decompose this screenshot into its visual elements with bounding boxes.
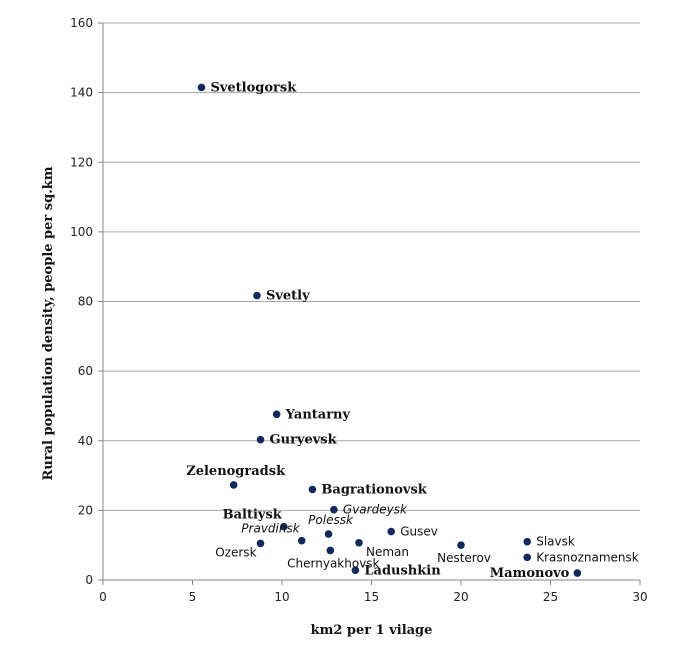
point-label-baltiysk: Baltiysk [223,508,283,523]
point-label-ozersk: Ozersk [215,545,256,559]
y-tick-label: 80 [78,295,93,309]
point-label-chernyakhovsk: Chernyakhovsk [287,556,379,570]
data-point-nesterov [457,541,465,549]
point-label-guryevsk: Guryevsk [270,433,338,448]
point-label-svetly: Svetly [266,289,310,304]
y-tick-label: 60 [78,364,93,378]
data-point-zelenogradsk [229,481,238,489]
data-point-neman [355,538,363,547]
y-tick-label: 160 [70,16,93,30]
point-label-gvardeysk: Gvardeysk [343,503,408,517]
gridlines [103,22,640,511]
data-point-polessk [324,530,333,538]
data-point-svetlogorsk [197,83,206,92]
point-label-slavsk: Slavsk [536,535,575,549]
x-axis-title: km2 per 1 vilage [311,623,433,638]
data-points [197,83,582,577]
point-label-nesterov: Nesterov [437,551,491,565]
data-point-slavsk [523,537,532,546]
x-tick-label: 30 [632,590,647,604]
data-point-mamonovo [573,569,582,577]
data-point-gvardeysk [330,505,338,514]
tick-labels: 0 20 40 60 80 100 120 140 160 0 5 10 15 20 25 30 [70,16,648,604]
data-point-baltiysk [279,522,288,531]
axes [98,22,641,585]
data-point-ozersk [256,539,265,548]
x-tick-label: 5 [189,590,197,604]
data-point-gusev [387,527,395,536]
y-tick-label: 0 [85,573,93,587]
data-point-krasnoznamensk [523,553,532,562]
point-label-bagrationovsk: Bagrationovsk [321,482,427,497]
y-axis-title: Rural population density, people per sq.… [41,166,56,480]
y-tick-label: 140 [70,86,93,100]
data-point-pravdinsk [297,536,306,545]
x-tick-label: 20 [453,590,468,604]
data-point-yantarny [272,410,281,419]
x-tick-label: 15 [364,590,379,604]
point-labels: Svetlogorsk Svetly Yantarny Guryevsk Zelenog… [186,80,639,581]
point-label-gusev: Gusev [400,525,438,539]
y-tick-label: 20 [78,503,93,517]
data-point-guryevsk [256,435,265,444]
data-point-svetly [253,291,261,300]
data-point-ladushkin [351,566,360,575]
point-label-polessk: Polessk [308,513,354,527]
y-tick-label: 120 [70,155,93,169]
y-tick-label: 40 [78,434,93,448]
point-label-svetlogorsk: Svetlogorsk [210,80,297,95]
point-label-yantarny: Yantarny [285,407,351,422]
y-tick-label: 100 [70,225,93,239]
point-label-neman: Neman [366,545,409,559]
data-point-chernyakhovsk [326,546,335,555]
x-tick-label: 10 [274,590,289,604]
x-tick-label: 0 [99,590,107,604]
point-label-mamonovo: Mamonovo [490,566,570,581]
point-label-krasnoznamensk: Krasnoznamensk [536,550,639,564]
x-tick-label: 25 [543,590,558,604]
point-label-ladushkin: Ladushkin [364,563,441,578]
point-label-zelenogradsk: Zelenogradsk [186,464,286,479]
data-point-bagrationovsk [308,485,317,494]
point-label-pravdinsk: Pravdinsk [241,522,300,536]
